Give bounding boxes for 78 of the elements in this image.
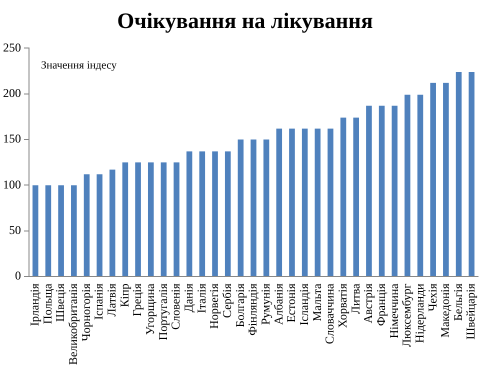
bar — [96, 174, 102, 276]
bar — [404, 94, 410, 276]
x-tick-label: Чехія — [425, 283, 440, 312]
x-tick-label: Нідерланди — [412, 282, 426, 344]
bar — [366, 106, 372, 276]
bar — [378, 106, 385, 276]
x-tick-label: Данія — [182, 283, 196, 312]
x-tick-label: Чорногорія — [78, 283, 93, 342]
x-tick-label: Румунія — [258, 283, 272, 325]
bar — [417, 94, 424, 276]
chart-title: Очікування на лікування — [116, 8, 374, 35]
bar — [456, 72, 462, 276]
x-tick-label: Греція — [130, 283, 144, 316]
bar — [238, 140, 244, 276]
bar — [186, 151, 192, 276]
y-tick-label: 250 — [3, 40, 21, 54]
x-tick-label: Ірландія — [28, 283, 42, 326]
bar — [353, 118, 360, 276]
bar — [58, 185, 64, 276]
bar — [212, 151, 218, 276]
bar — [468, 72, 474, 276]
bar — [160, 162, 167, 276]
x-tick-label: Словенія — [168, 283, 183, 330]
bar — [250, 140, 256, 276]
bar — [110, 170, 116, 276]
x-tick-label: Албанія — [271, 283, 286, 325]
x-tick-label: Бельгія — [450, 283, 465, 321]
bar — [430, 82, 436, 276]
x-tick-label: Македонія — [438, 283, 452, 338]
bar — [443, 82, 449, 276]
y-tick-label: 200 — [3, 86, 21, 100]
bar — [302, 128, 308, 276]
x-tick-label: Латвія — [104, 283, 119, 316]
bar — [224, 151, 231, 276]
bar — [45, 185, 52, 276]
bar — [392, 106, 398, 276]
x-tick-label: Фінляндія — [246, 283, 260, 336]
y-tick-label: 50 — [9, 223, 21, 238]
x-tick-label: Словаччина — [322, 282, 337, 344]
bar — [263, 140, 270, 276]
x-tick-label: Литва — [348, 282, 362, 314]
bar — [174, 162, 180, 276]
bar — [135, 162, 141, 276]
x-tick-label: Хорватія — [335, 283, 350, 328]
x-tick-label: Італія — [194, 283, 208, 314]
bar — [314, 128, 321, 276]
y-tick-label: 100 — [3, 177, 21, 192]
bar — [122, 162, 128, 276]
x-tick-label: Німеччина — [386, 282, 401, 338]
bar — [199, 151, 206, 276]
x-tick-label: Сербія — [220, 283, 234, 318]
x-tick-label: Швеція — [53, 283, 68, 322]
x-tick-label: Угорщина — [143, 282, 158, 336]
bar — [71, 185, 77, 276]
bar — [84, 174, 90, 276]
bar — [328, 128, 334, 276]
x-tick-label: Швейцарія — [464, 283, 478, 340]
x-tick-label: Польща — [40, 282, 54, 324]
y-tick-label: 150 — [3, 132, 21, 146]
bar — [32, 185, 38, 276]
bar — [340, 118, 346, 276]
x-tick-label: Люксембург — [400, 283, 414, 348]
x-tick-label: Кіпр — [117, 284, 132, 308]
x-tick-label: Норвегія — [207, 283, 222, 329]
x-tick-label: Мальта — [310, 282, 324, 322]
y-axis-title: Значення індесу — [41, 60, 118, 72]
x-tick-label: Португалія — [156, 283, 170, 340]
x-tick-label: Австрія — [361, 283, 376, 324]
x-tick-label: Ісландія — [296, 283, 311, 326]
x-tick-label: Франція — [374, 283, 388, 326]
x-tick-label: Іспанія — [92, 283, 106, 320]
bar — [148, 162, 154, 276]
x-tick-label: Великобританія — [66, 283, 80, 366]
y-tick-label: 0 — [15, 268, 21, 283]
bar — [289, 128, 295, 276]
bar — [276, 128, 282, 276]
x-tick-label: Естонія — [284, 283, 298, 323]
x-tick-label: Болгарія — [232, 283, 247, 328]
